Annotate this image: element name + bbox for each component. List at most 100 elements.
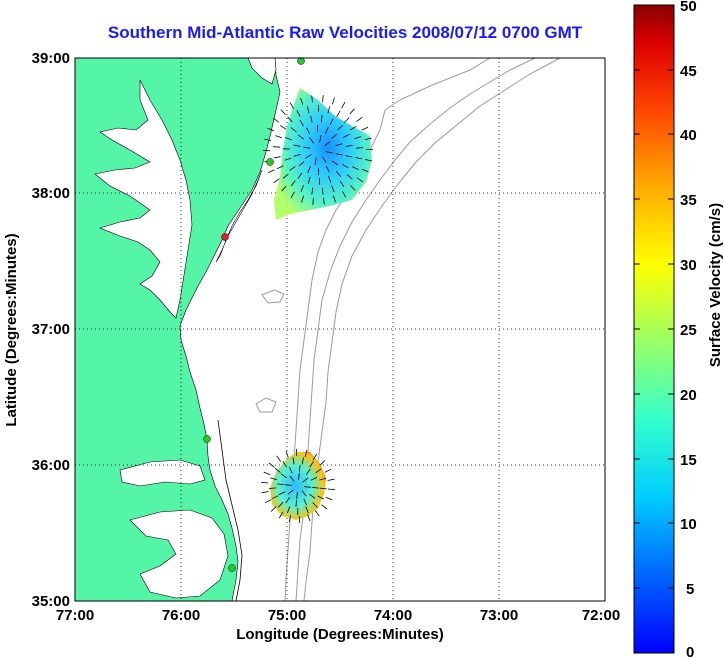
colorbar-tick-label: 5 [686,581,694,598]
plot-frame [74,57,606,602]
velocity-vector [311,187,314,195]
colorbar-tick-label: 0 [686,644,694,659]
velocity-vector [301,490,307,497]
velocity-vector [310,477,318,481]
colorbar-tick-label: 15 [680,452,697,469]
velocity-vector [286,506,291,514]
velocity-vector [296,110,301,117]
velocity-vector [302,477,309,483]
velocity-vector [297,172,303,179]
velocity-vector [278,501,284,508]
velocity-vector [293,154,301,157]
pamlico-sound [129,509,229,599]
velocity-vector [332,195,336,203]
y-tick-label: 39:00 [32,50,70,67]
velocity-vector [306,127,311,135]
velocity-vector [361,126,369,131]
velocity-vector [300,97,304,105]
y-tick-label: 38:00 [32,185,70,202]
velocity-vector [311,95,313,103]
velocity-vector [314,157,317,165]
colorbar-tick-label: 50 [680,0,697,15]
velocity-vector [319,477,327,481]
map-area [75,58,605,601]
velocity-vector [327,106,331,114]
station-2-marker [266,158,274,166]
velocity-vector [273,178,280,184]
velocity-vector [329,118,334,125]
x-tick-label: 73:00 [480,607,518,624]
velocity-vector [352,166,359,170]
velocity-vector [344,117,350,123]
velocity-vector [315,468,322,474]
velocity-vector [342,134,350,138]
velocity-vector [319,487,327,490]
velocity-vector [264,499,272,504]
velocity-vector [287,116,293,123]
velocity-vector [298,161,305,167]
velocity-vector [339,180,345,187]
colorbar-tick-label: 30 [680,257,697,274]
velocity-vector [345,155,353,158]
velocity-vector [309,137,314,144]
velocity-vector [289,166,296,171]
chesapeake-bay [94,79,193,319]
velocity-vector [311,487,319,489]
station-3-marker [221,233,229,241]
velocity-vector [361,168,369,173]
albemarle-sound [119,459,206,487]
velocity-vector [324,468,332,473]
velocity-vector [342,191,347,198]
x-axis-label: Longitude (Degrees:Minutes) [236,626,444,643]
velocity-vector [325,165,330,173]
y-tick-label: 37:00 [32,321,70,338]
velocity-vector [289,475,295,482]
x-tick-label: 75:00 [268,607,306,624]
velocity-vector [331,133,338,139]
velocity-vector [280,125,287,130]
velocity-vector [290,127,297,133]
velocity-field-north [274,88,372,220]
colorbar-tick-label: 20 [680,387,697,404]
velocity-vector [264,138,272,141]
velocity-vector [295,499,297,507]
velocity-vector [303,486,311,488]
velocity-vector [285,137,292,141]
velocity-vector [290,180,296,187]
x-tick-label: 77:00 [56,607,94,624]
velocity-vector [270,477,278,481]
velocity-vector [320,115,323,123]
velocity-vector [332,160,339,166]
velocity-vector [305,154,312,159]
velocity-vector [273,146,281,148]
velocity-vector [346,174,353,180]
velocity-vector [297,134,304,140]
colorbar: 50 45 40 35 30 25 20 15 10 5 0 Surface V… [633,0,724,659]
velocity-vector [276,165,284,170]
velocity-vector [309,493,316,499]
velocity-vector [300,185,304,192]
velocity-vector [356,116,363,122]
velocity-vector [341,101,346,109]
station-5-marker [228,564,236,572]
velocity-vector [280,109,286,115]
velocity-vector [270,506,277,512]
delaware-bay [247,58,277,85]
velocity-vector [274,467,281,473]
colorbar-tick-label: 40 [680,127,697,144]
velocity-vector [269,487,277,489]
velocity-vector [287,489,294,495]
velocity-vector [312,197,314,205]
velocity-vector [261,491,269,494]
colorbar-tick-label: 45 [680,63,697,80]
velocity-vector [325,127,329,134]
velocity-vector [267,127,275,132]
velocity-vector [309,461,314,468]
velocity-vector [285,484,293,486]
velocity-vector [276,455,282,462]
velocity-vector [328,175,332,183]
velocity-vector [305,468,311,475]
velocity-vector [275,135,283,139]
velocity-vector [325,496,333,501]
velocity-vector [278,511,284,519]
